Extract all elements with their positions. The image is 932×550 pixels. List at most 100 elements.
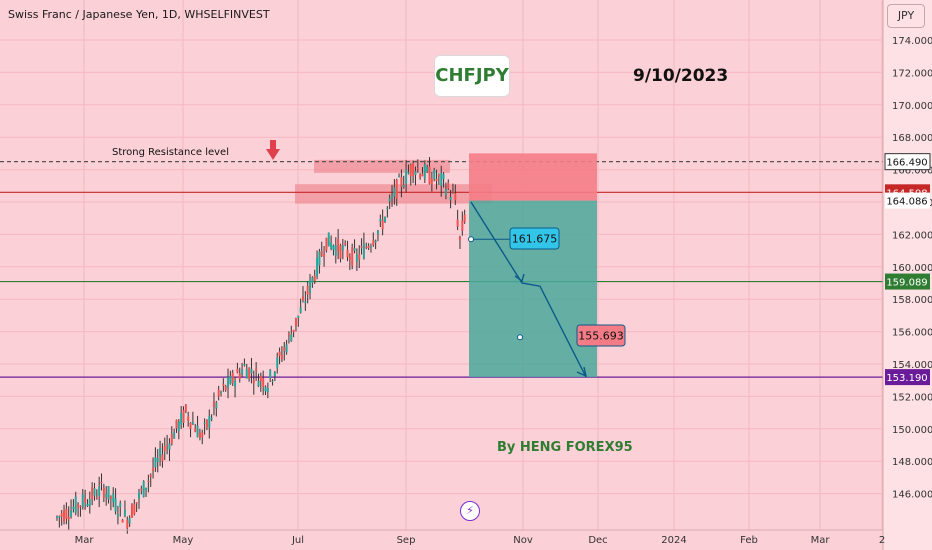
candle-body [292, 329, 295, 333]
candle-body [248, 368, 251, 379]
candle-body [388, 198, 391, 202]
candle-body [330, 242, 333, 249]
y-tick-label: 174.000 [892, 36, 932, 47]
candle-body [257, 380, 260, 387]
entry-dot [468, 236, 474, 243]
candle-body [384, 217, 386, 222]
candle-body [147, 480, 150, 483]
candle-body [318, 251, 321, 266]
candle-body [86, 504, 89, 507]
y-tick-label: 154.000 [892, 360, 932, 371]
candle-body [332, 245, 335, 250]
candle-body [205, 420, 208, 428]
candle-body [222, 384, 225, 386]
candle-body [419, 174, 422, 178]
candle-body [306, 285, 309, 295]
candle-body [266, 388, 269, 393]
candle-body [175, 419, 178, 429]
lightning-icon[interactable]: ⚡ [460, 501, 480, 521]
credit-text: By HENG FOREX95 [497, 440, 633, 455]
price-tag [885, 369, 930, 386]
x-tick-label: Sep [397, 535, 416, 546]
y-tick-label: 158.000 [892, 295, 932, 306]
candle-body [173, 432, 176, 439]
candle-body [138, 492, 140, 499]
candle-body [463, 214, 466, 222]
candle-body [302, 296, 304, 300]
candle-body [203, 422, 206, 424]
x-tick-label: 2 [879, 535, 885, 546]
candle-body [191, 421, 194, 424]
candle-body [220, 391, 222, 393]
candle-body [74, 496, 77, 513]
candle-body [454, 193, 457, 201]
candle-body [194, 428, 197, 432]
candle-body [374, 240, 377, 243]
candle-body [156, 458, 159, 463]
entry-label: 161.675 [512, 233, 558, 246]
candle-body [400, 177, 403, 187]
candle-body [262, 378, 265, 388]
candle-body [152, 467, 155, 471]
candle-body [140, 488, 143, 491]
candle-body [379, 219, 382, 222]
target-label-box [576, 324, 626, 347]
candle-body [109, 496, 112, 500]
candle-body [273, 372, 276, 377]
candle-body [93, 487, 96, 496]
candle-body [285, 344, 288, 353]
x-tick-label: Mar [811, 535, 831, 546]
candle-body [229, 375, 232, 384]
candle-body [449, 197, 452, 201]
candle-body [88, 499, 91, 507]
candle-body [72, 506, 75, 510]
candle-body [344, 242, 347, 245]
candle-body [81, 494, 84, 507]
candle-body [395, 179, 398, 199]
candle-body [63, 510, 66, 522]
candle-body [102, 487, 105, 498]
candle-body [98, 486, 101, 497]
candle-body [231, 372, 234, 384]
candle-body [107, 486, 110, 500]
candle-body [149, 474, 152, 477]
x-tick-label: Jul [291, 535, 304, 546]
candle-body [409, 165, 412, 177]
currency-button[interactable]: JPY [887, 4, 925, 28]
candle-body [339, 245, 342, 259]
candle-body [201, 432, 204, 438]
marker-arrow [270, 140, 276, 149]
candle-body [255, 368, 258, 371]
candle-body [407, 172, 410, 174]
candle-body [367, 246, 370, 249]
candle-body [154, 457, 157, 468]
candle-body [112, 493, 115, 502]
candle-body [393, 187, 396, 197]
candle-body [391, 195, 394, 199]
y-tick-label: 162.000 [892, 230, 932, 241]
entry-label-box [509, 227, 560, 250]
candle-body [456, 219, 459, 227]
candle-body [145, 487, 148, 491]
candle-body [224, 385, 227, 391]
candle-body [280, 354, 283, 360]
candle-body [123, 510, 126, 516]
price-tag-label: 153.190 [886, 373, 927, 384]
candle-body [67, 516, 70, 520]
candle-body [381, 219, 384, 230]
candle-body [70, 510, 73, 517]
candle-body [440, 173, 443, 186]
candle-body [168, 443, 171, 450]
candle-body [198, 432, 201, 438]
candle-body [341, 245, 344, 251]
candle-body [327, 232, 330, 247]
candle-body [236, 368, 239, 373]
candle-body [187, 416, 190, 421]
marker-arrow-head [266, 149, 280, 160]
candle-body [259, 376, 262, 382]
candle-body [245, 369, 248, 379]
candle-body [243, 364, 246, 366]
candle-body [84, 498, 87, 503]
